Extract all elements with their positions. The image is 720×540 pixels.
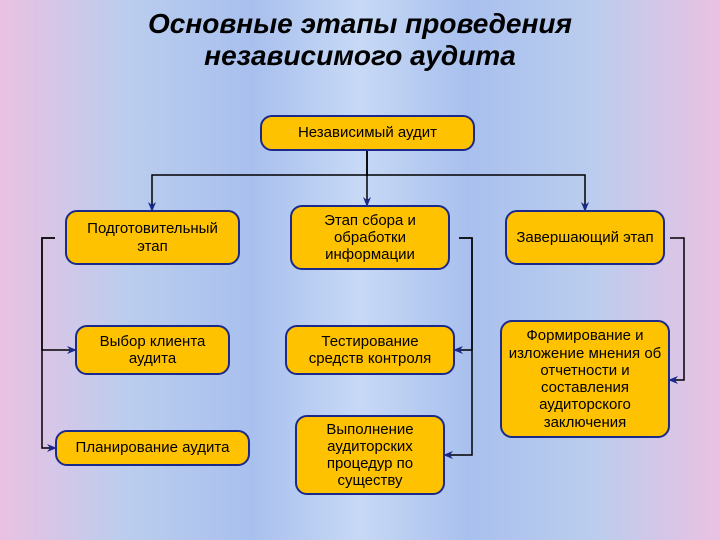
node-label: Подготовительный этап <box>73 220 232 255</box>
node-col1b: Выбор клиента аудита <box>75 325 230 375</box>
edge-2 <box>367 151 585 210</box>
edge-4 <box>42 238 55 448</box>
edge-0 <box>152 151 367 210</box>
node-col3a: Завершающий этап <box>505 210 665 265</box>
edge-5 <box>455 238 472 350</box>
diagram-canvas: Основные этапы проведения независимого а… <box>0 0 720 540</box>
node-col1c: Планирование аудита <box>55 430 250 466</box>
node-label: Выполнение аудиторских процедур по сущес… <box>303 421 437 490</box>
diagram-title: Основные этапы проведения независимого а… <box>0 8 720 72</box>
title-line-1: Основные этапы проведения <box>148 8 572 39</box>
node-label: Этап сбора и обработки информации <box>298 212 442 264</box>
node-label: Тестирование средств контроля <box>293 333 447 368</box>
node-col2a: Этап сбора и обработки информации <box>290 205 450 270</box>
node-col2c: Выполнение аудиторских процедур по сущес… <box>295 415 445 495</box>
node-col2b: Тестирование средств контроля <box>285 325 455 375</box>
edge-7 <box>670 238 684 380</box>
node-label: Планирование аудита <box>76 439 230 456</box>
node-col3b: Формирование и изложение мнения об отчет… <box>500 320 670 438</box>
node-label: Формирование и изложение мнения об отчет… <box>508 327 662 431</box>
node-label: Завершающий этап <box>516 229 653 246</box>
node-col1a: Подготовительный этап <box>65 210 240 265</box>
node-label: Независимый аудит <box>298 124 437 141</box>
node-root: Независимый аудит <box>260 115 475 151</box>
title-line-2: независимого аудита <box>204 40 516 71</box>
node-label: Выбор клиента аудита <box>83 333 222 368</box>
